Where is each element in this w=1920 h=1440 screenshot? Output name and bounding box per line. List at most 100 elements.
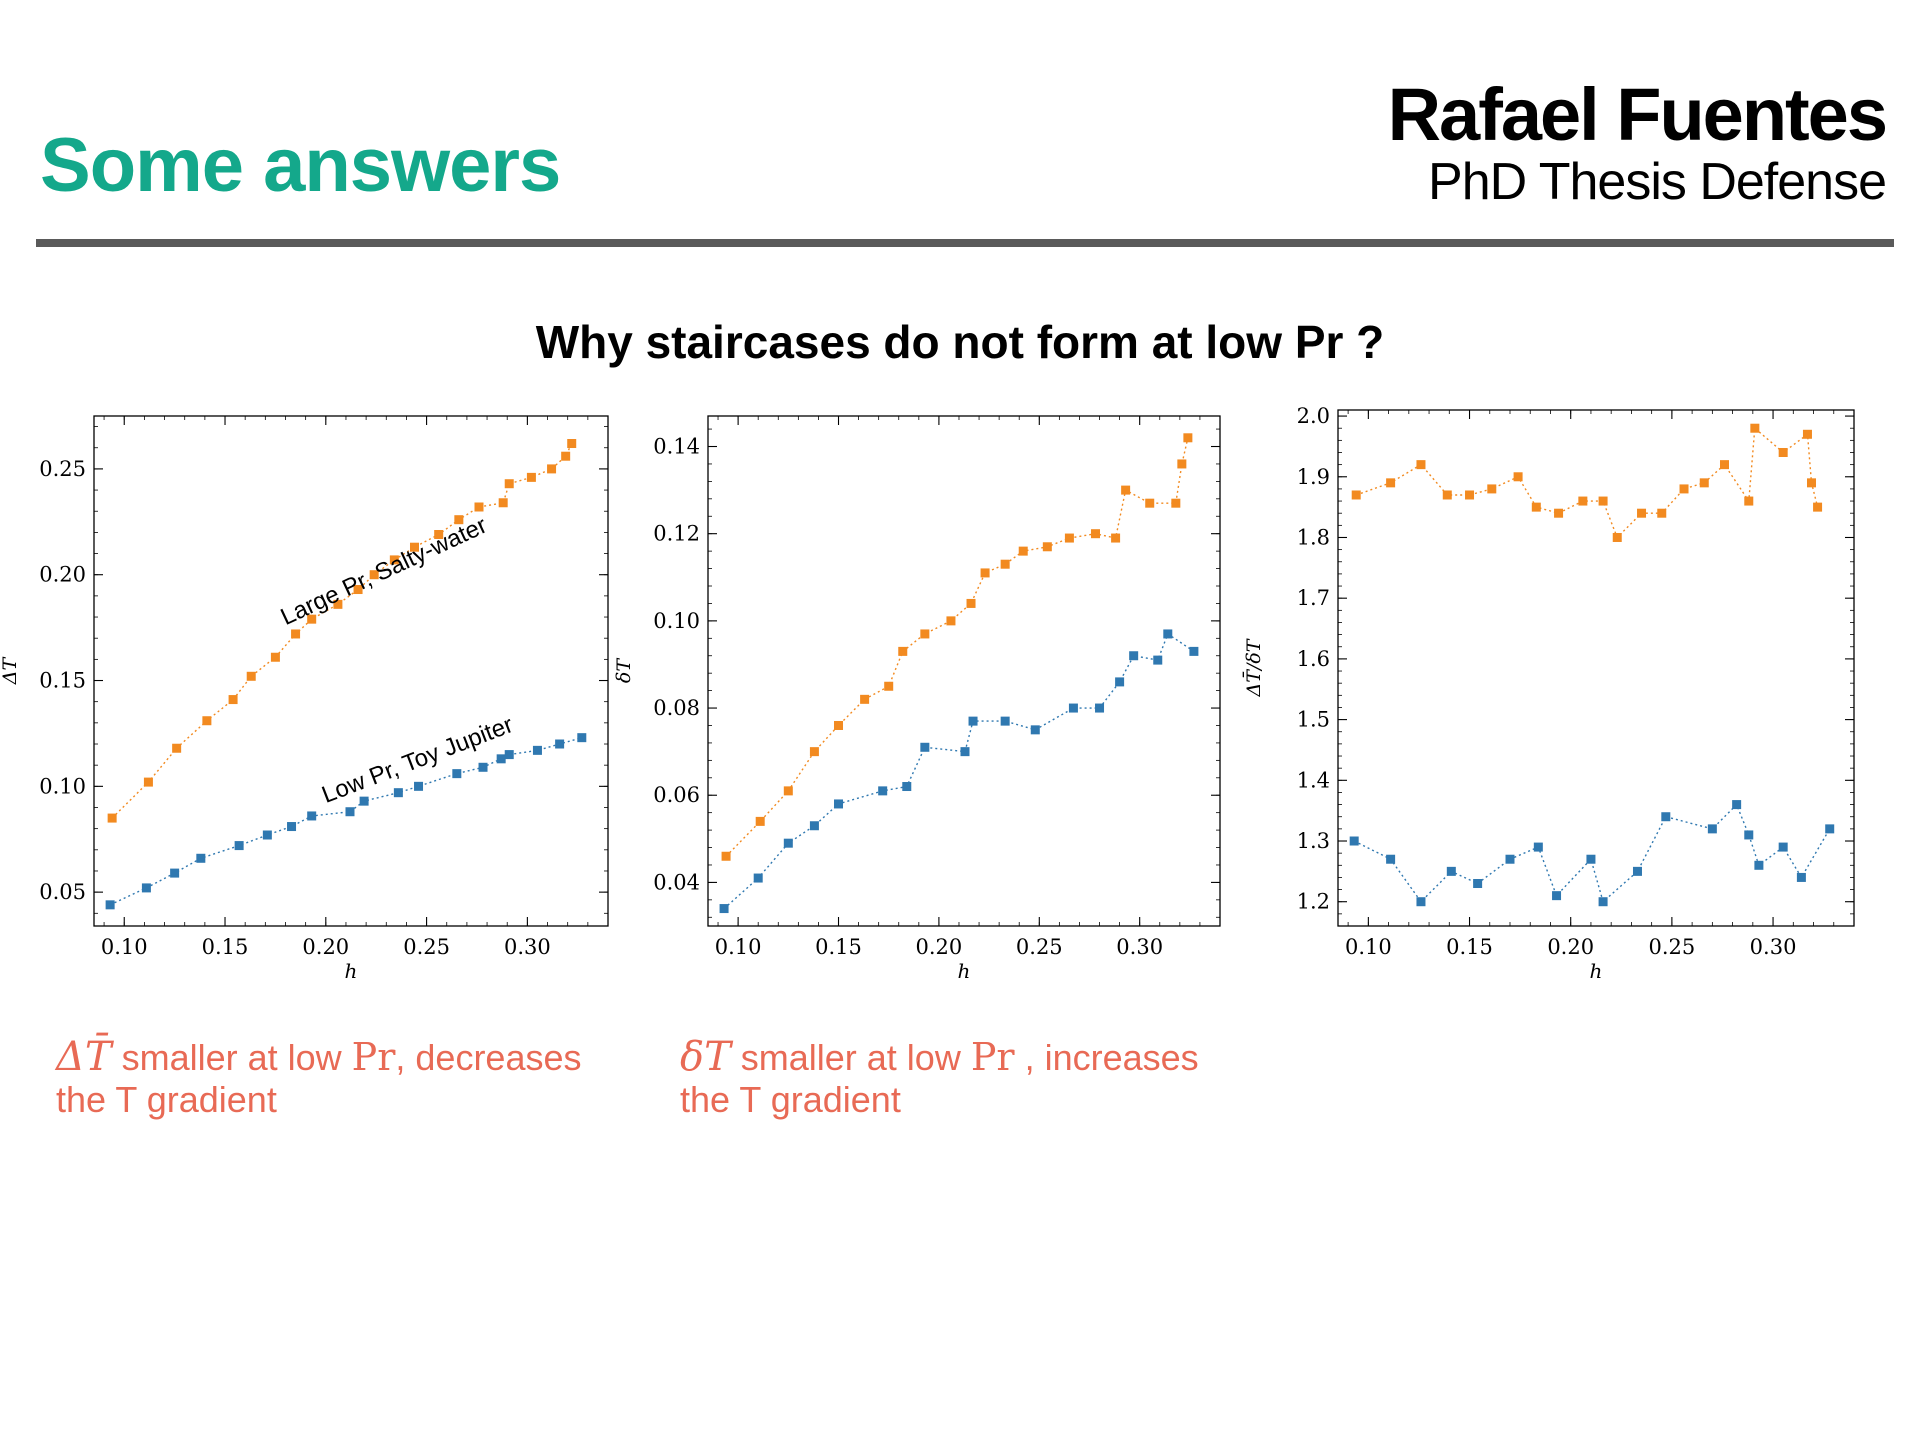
data-point-0 [1637,508,1647,518]
note-symbol: ΔT̄ [56,1034,112,1080]
data-point-0 [1578,496,1588,506]
x-tick-label: 0.10 [715,935,762,959]
data-point-1 [1115,677,1125,687]
note-symbol: δT [680,1034,731,1080]
data-point-0 [172,743,182,753]
data-point-0 [1145,498,1155,508]
data-point-0 [946,616,956,626]
x-tick-label: 0.30 [504,935,551,959]
x-axis-label: h [958,959,971,983]
x-tick-label: 0.15 [815,935,862,959]
y-tick-label: 0.25 [39,457,86,481]
data-point-0 [1744,496,1754,506]
data-point-1 [105,900,115,910]
data-point-1 [1416,897,1426,907]
data-point-1 [1446,866,1456,876]
data-point-0 [1091,529,1101,539]
data-point-1 [262,830,272,840]
data-point-0 [1171,498,1181,508]
data-point-1 [1030,725,1040,735]
data-point-0 [504,479,514,489]
y-axis-label: ΔT̄ [0,656,21,685]
data-point-0 [1778,447,1788,457]
data-point-0 [291,629,301,639]
data-point-0 [547,464,557,474]
data-point-1 [1796,872,1806,882]
data-point-1 [753,873,763,883]
data-point-1 [478,762,488,772]
data-point-1 [234,841,244,851]
note-line2: the T gradient [680,1079,901,1120]
data-point-0 [1000,559,1010,569]
plot-frame [1337,409,1855,927]
data-point-1 [1632,866,1642,876]
data-point-0 [1719,460,1729,470]
x-tick-label: 0.20 [302,935,349,959]
data-point-0 [567,439,577,449]
data-point-0 [1513,472,1523,482]
series-line-1 [109,737,582,906]
y-tick-label: 1.9 [1297,465,1330,489]
data-point-0 [834,720,844,730]
data-point-0 [966,598,976,608]
note-line2: the T gradient [56,1079,277,1120]
data-point-1 [1163,629,1173,639]
series-line-1 [723,632,1195,910]
data-point-1 [1129,651,1139,661]
data-point-0 [755,816,765,826]
data-point-1 [504,750,514,760]
data-point-1 [1754,860,1764,870]
data-point-1 [170,868,180,878]
data-point-0 [920,629,930,639]
data-point-0 [228,695,238,705]
data-point-1 [960,747,970,757]
y-tick-label: 0.04 [653,870,700,894]
data-point-1 [968,716,978,726]
data-point-1 [393,788,403,798]
y-tick-label: 1.3 [1297,829,1330,853]
data-point-0 [1612,532,1622,542]
data-point-1 [1153,655,1163,665]
data-point-1 [1552,891,1562,901]
data-point-0 [1177,459,1187,469]
x-tick-label: 0.25 [1016,935,1063,959]
data-point-0 [454,515,464,525]
data-point-1 [1349,836,1359,846]
x-axis-label: h [345,959,358,983]
data-point-1 [1586,854,1596,864]
chart-delta-t: 0.10 0.15 0.20 0.25 0.30 0.05 0.10 0.15 0.20 0.25… [0,415,609,983]
data-point-0 [1018,546,1028,556]
data-point-0 [561,451,571,461]
data-point-0 [353,585,363,595]
data-point-0 [860,694,870,704]
data-point-1 [1732,800,1742,810]
data-point-1 [1533,842,1543,852]
data-point-0 [389,555,399,565]
data-point-1 [1386,854,1396,864]
question-heading: Why staircases do not form at low Pr ? [535,316,1385,368]
note-thickness: δT smaller at low Pr , increases the T g… [680,1036,1199,1121]
series-line-1 [1353,803,1831,903]
data-point-1 [834,799,844,809]
y-tick-label: 1.7 [1297,586,1330,610]
data-point-0 [307,614,317,624]
data-point-0 [1657,508,1667,518]
data-point-1 [345,807,355,817]
data-point-0 [474,502,484,512]
data-point-0 [246,671,256,681]
data-point-1 [1505,854,1515,864]
series-line-0 [1355,426,1819,539]
data-point-1 [1189,646,1199,656]
presenter-block: Rafael Fuentes PhD Thesis Defense [1388,78,1888,211]
data-point-1 [1068,703,1078,713]
y-tick-label: 1.6 [1297,647,1330,671]
y-tick-label: 1.2 [1297,890,1330,914]
data-point-0 [1750,423,1760,433]
data-point-0 [333,599,343,609]
data-point-1 [719,904,729,914]
data-point-0 [1351,490,1361,500]
presenter-subtitle: PhD Thesis Defense [1428,153,1887,211]
plot-frame [707,415,1221,927]
data-point-0 [1598,496,1608,506]
data-point-1 [307,811,317,821]
